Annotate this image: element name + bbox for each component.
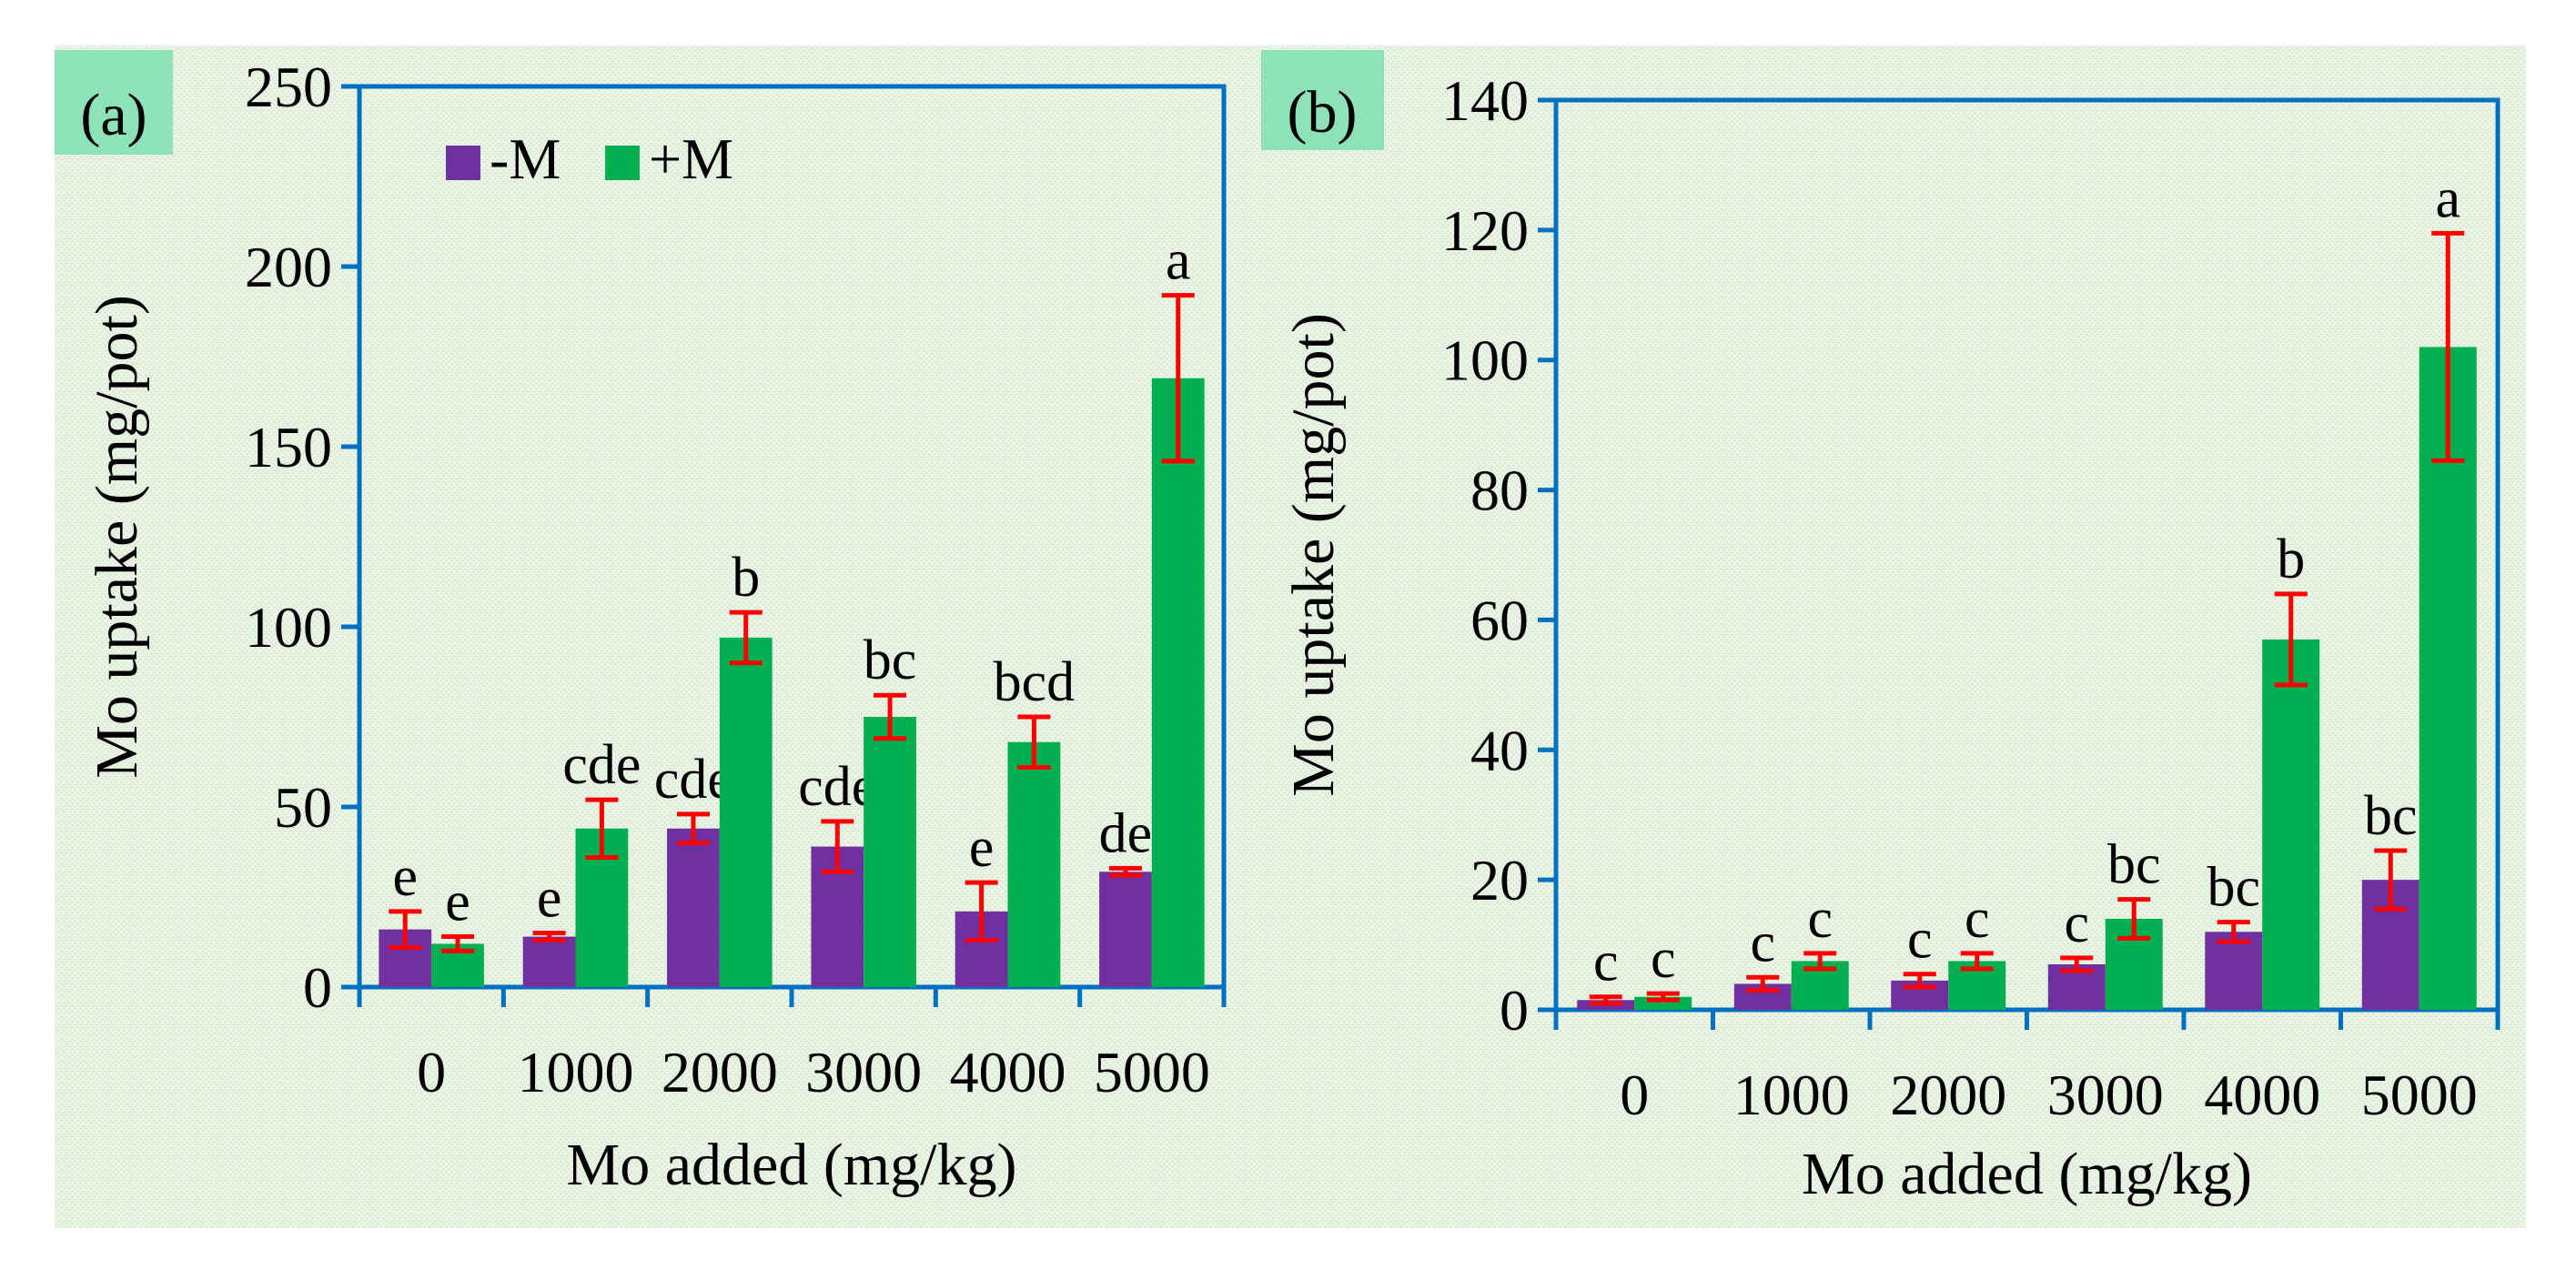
legend-swatch-plus-m <box>605 146 640 180</box>
x-tick-label: 0 <box>417 1040 446 1104</box>
bar-minus-m <box>1099 872 1152 987</box>
x-tick-label: 2000 <box>1890 1063 2006 1127</box>
significance-letter: bc <box>2207 857 2261 919</box>
x-tick-label: 2000 <box>662 1040 778 1104</box>
x-tick-label: 3000 <box>2047 1063 2164 1127</box>
bar-minus-m <box>2205 932 2263 1010</box>
significance-letter: cde <box>654 749 732 811</box>
panel-label-box <box>55 50 173 155</box>
y-tick-label: 0 <box>1500 978 1529 1043</box>
y-tick-label: 200 <box>245 235 332 299</box>
significance-letter: c <box>1907 909 1933 971</box>
legend-label: -M <box>490 126 561 191</box>
y-tick-label: 20 <box>1470 848 1529 912</box>
bar-plus-m <box>719 637 773 987</box>
y-tick-label: 40 <box>1470 718 1529 782</box>
legend-swatch-minus-m <box>446 146 480 180</box>
significance-letter: c <box>1807 888 1833 950</box>
significance-letter: c <box>1751 912 1776 973</box>
significance-letter: e <box>445 872 470 933</box>
significance-letter: c <box>1593 932 1619 993</box>
significance-letter: bc <box>2107 834 2161 896</box>
significance-letter: e <box>537 868 562 930</box>
significance-letter: e <box>969 817 995 879</box>
y-tick-label: 60 <box>1470 588 1529 652</box>
panel-b-background <box>1261 45 2526 1228</box>
y-tick-label: 150 <box>245 415 332 479</box>
y-tick-label: 0 <box>303 955 332 1020</box>
significance-letter: a <box>2435 167 2460 229</box>
y-tick-label: 250 <box>245 55 332 119</box>
panel-label-box <box>1261 50 1384 150</box>
x-tick-label: 1000 <box>518 1040 634 1104</box>
panel-a: (a) 0 50 100 150 200 250 0 1000 2000 3000 4000 5000 M… <box>55 50 1227 1198</box>
y-tick-label: 140 <box>1441 68 1529 133</box>
bar-minus-m <box>522 936 576 987</box>
significance-letter: b <box>732 547 760 609</box>
x-tick-label: 5000 <box>1094 1040 1210 1104</box>
panel-b: (b) 0 20 40 60 80 100 120 140 0 1000 2000 3000 4000 50… <box>1261 50 2500 1207</box>
panel-label: (a) <box>80 82 146 148</box>
x-tick-label: 4000 <box>2204 1063 2320 1127</box>
significance-letter: e <box>393 846 419 908</box>
significance-letter: a <box>1166 230 1191 292</box>
y-axis-label: Mo uptake (mg/pot) <box>84 295 150 779</box>
panel-label: (b) <box>1288 79 1358 146</box>
x-axis-label: Mo added (mg/kg) <box>1802 1141 2252 1207</box>
x-tick-label: 0 <box>1620 1063 1649 1127</box>
x-tick-label: 1000 <box>1733 1063 1850 1127</box>
bar-plus-m <box>1007 741 1061 987</box>
y-tick-label: 120 <box>1441 198 1529 263</box>
significance-letter: c <box>2065 892 2090 954</box>
significance-letter: c <box>1965 888 1990 950</box>
panel-a-background <box>55 45 1261 1228</box>
x-tick-label: 3000 <box>805 1040 922 1104</box>
significance-letter: cde <box>562 734 641 796</box>
significance-letter: cde <box>798 756 876 818</box>
significance-letter: b <box>2277 529 2305 590</box>
bar-plus-m <box>1151 378 1205 987</box>
bar-plus-m <box>2262 639 2320 1010</box>
legend-label: +M <box>649 126 733 191</box>
y-tick-label: 50 <box>274 775 332 840</box>
bar-minus-m <box>667 828 720 987</box>
significance-letter: bc <box>864 630 917 691</box>
y-tick-label: 100 <box>1441 328 1529 393</box>
significance-letter: bc <box>2364 785 2418 847</box>
y-axis-label: Mo uptake (mg/pot) <box>1280 313 1347 797</box>
y-tick-label: 80 <box>1470 459 1529 523</box>
significance-letter: de <box>1099 802 1153 864</box>
x-tick-label: 4000 <box>950 1040 1066 1104</box>
x-tick-label: 5000 <box>2361 1063 2478 1127</box>
x-axis-label: Mo added (mg/kg) <box>567 1132 1017 1198</box>
bar-plus-m <box>864 717 916 987</box>
significance-letter: c <box>1651 928 1676 990</box>
y-tick-label: 100 <box>245 595 332 660</box>
significance-letter: bcd <box>994 651 1076 713</box>
